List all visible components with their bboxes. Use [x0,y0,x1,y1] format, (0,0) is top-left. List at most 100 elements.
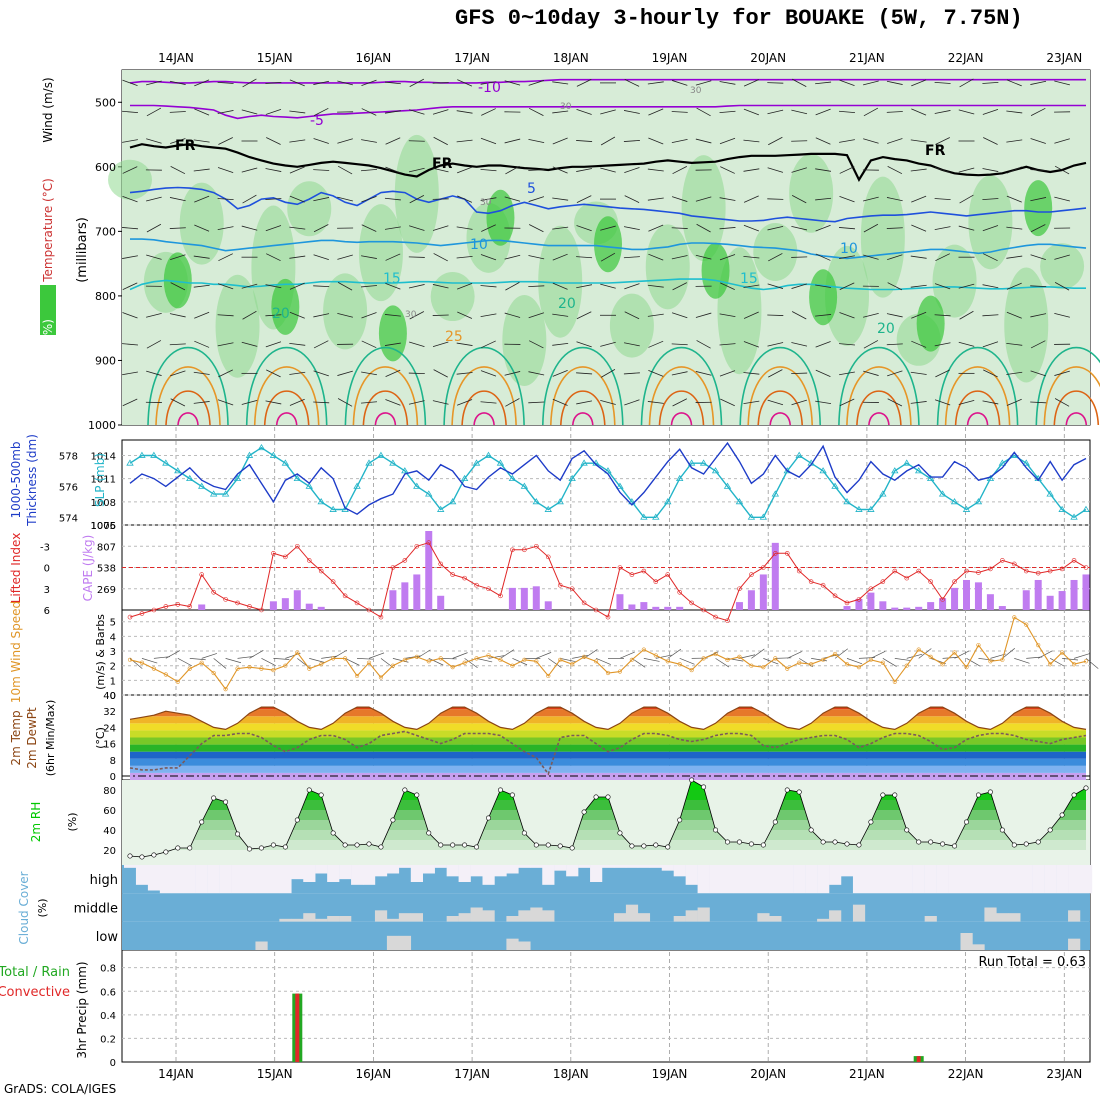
pressure-tick-label: 900 [95,354,116,367]
cloud-layer-low [122,921,1090,950]
upper-wind-barb [767,314,784,316]
upper-wind-barb [313,138,329,144]
rh-saturated-area [378,305,407,362]
wind-tick-label: 0 [110,691,116,702]
wind-marker [175,679,180,684]
upper-wind-barb [456,166,473,174]
cloud-clear-cell [183,865,196,894]
upper-wind-barb [289,195,305,203]
upper-wind-barb [623,342,640,347]
upper-wind-barb [886,197,903,202]
upper-wind-barb [384,342,401,346]
slp-marker [819,467,827,474]
upper-wind-barb [719,313,736,318]
slp-marker [1022,459,1030,466]
upper-wind-barb [719,197,736,201]
slp-tick-label: 1008 [91,498,116,509]
li-marker [1011,561,1017,567]
wind-marker [163,672,168,677]
upper-wind-barb [146,254,162,260]
temp-color-band [130,758,1086,766]
cloud-clear-cell [530,865,543,868]
li-tick-label: 0 [44,564,50,575]
upper-wind-barb [648,253,664,261]
li-marker [1000,558,1005,563]
slp-marker [1082,505,1090,512]
pressure-tick-label: 800 [95,290,116,303]
cape-bar [1082,574,1090,610]
upper-wind-barb [719,81,736,85]
thickness-tick-label: 578 [59,451,78,462]
slp-marker [783,467,791,474]
li-marker [354,600,360,606]
li-marker [223,597,228,602]
li-marker [916,568,922,574]
cloud-clear-cell [398,865,412,868]
cloud-cell [398,935,412,950]
cloud-clear-cell [948,865,961,894]
slp-marker [1070,513,1078,520]
wind-marker [223,687,228,692]
upper-wind-barb [576,372,593,375]
upper-wind-barb [432,284,449,289]
wind-marker [1024,622,1029,627]
slp-marker [795,451,803,458]
upper-wind-barb [648,137,664,145]
upper-wind-barb [791,311,807,320]
upper-wind-barb [624,79,640,87]
cape-bar [508,587,516,610]
cloud-clear-cell [817,865,830,894]
cloud-cell [685,910,698,922]
cloud-clear-cell [1020,865,1033,894]
slp-marker [508,474,517,482]
rh-moist-area [502,294,547,386]
li-marker [522,547,527,553]
chart-text: 14JAN 14JAN 15JAN 15JAN 16JAN 16JAN 17JAN 17JAN… [0,51,1086,1081]
day-label-bottom: 23JAN [1046,1067,1082,1081]
cloud-cell [315,918,328,922]
li-tick-label: -3 [40,542,50,553]
cloud-clear-cell [649,865,662,868]
cloud-clear-cell [279,865,292,894]
precip-tick-label: 0 [110,1058,116,1069]
temp-tick-label: 32 [103,707,116,718]
li-marker [366,607,372,613]
cloud-clear-cell [267,865,280,894]
upper-wind-barb [480,254,497,261]
cloud-unit-label: (%) [36,898,49,917]
upper-wind-barb [385,137,401,145]
cloud-clear-cell [1044,865,1057,894]
panel-frame-precip [121,949,1091,1063]
cloud-clear-cell [709,865,722,894]
upper-wind-barb [1054,281,1070,291]
rh-marker [808,827,814,833]
isotherm-20-loop [344,347,427,426]
page-title: GFS 0~10day 3-hourly for BOUAKE (5W, 7.7… [455,6,1023,31]
upper-wind-barb [552,110,569,114]
isotherm-25-loop [352,366,419,426]
cloud-cell [327,916,340,922]
surface-wind-barb [799,658,813,668]
upper-wind-barb [863,340,879,349]
pressure-axis-label: (millibars) [75,217,90,283]
wind-marker [1083,659,1089,664]
cloud-clear-cell [864,865,878,894]
rh-moist-area [287,181,332,237]
cloud-clear-cell [422,865,435,874]
rh-marker [462,842,468,848]
slp-tick-label: 1011 [91,475,116,486]
upper-wind-barb [624,283,640,290]
upper-wind-barb [289,139,306,143]
slp-marker [998,459,1007,466]
surface-wind-barb [583,649,598,659]
slp-marker [1058,505,1066,512]
temp2m-axis-label: 2m Temp [9,710,23,765]
day-label-bottom: 18JAN [553,1067,589,1081]
upper-wind-barb [408,400,425,405]
wind-marker [653,653,658,658]
rh-marker [211,795,217,801]
slp-marker [771,490,780,497]
cloud-cell [960,933,973,950]
upper-wind-barb [193,168,210,172]
day-label-bottom: 20JAN [750,1067,786,1081]
